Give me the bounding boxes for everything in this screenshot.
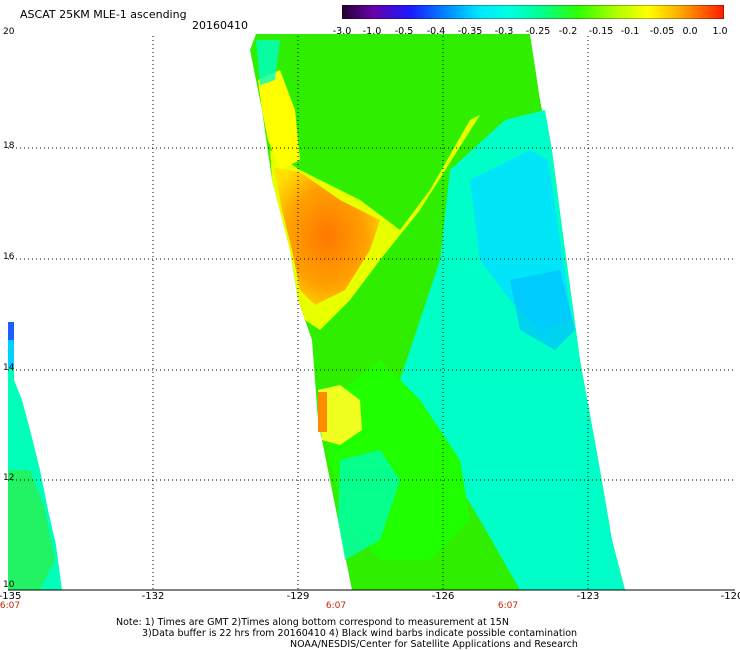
swath-blue-patch [510,270,575,350]
map-title: ASCAT 25KM MLE-1 ascending [20,8,187,21]
lat-label-12: 12 [3,473,15,483]
colorbar-tick: -0.1 [620,26,640,37]
colorbar-tick: -0.2 [558,26,578,37]
colorbar-tick: -0.05 [649,26,675,37]
lat-label-10: 10 [3,580,15,590]
swath-cyan-lower [338,450,400,560]
swath-yellow-top [258,70,300,170]
time-label: 6:07 [0,601,21,611]
colorbar-tick: -1.0 [362,26,382,37]
lon-label: -120 [720,591,740,602]
swath-left-aqua [8,340,14,368]
lat-label-18: 18 [3,141,15,151]
lon-label: -123 [576,591,600,602]
note-line-2: 3)Data buffer is 22 hrs from 20160410 4)… [142,628,578,639]
lat-label-20: 20 [3,27,15,37]
colorbar-tick: 0.0 [682,26,698,37]
time-label: 6:07 [497,601,519,611]
colorbar-tick: 1.0 [712,26,728,37]
map-date: 20160410 [192,19,248,32]
colorbar-tick: -0.35 [457,26,483,37]
colorbar-tick: -0.4 [426,26,446,37]
note-line-1: Note: 1) Times are GMT 2)Times along bot… [116,617,509,628]
swath-orange-strip [318,392,327,432]
lon-label: -132 [141,591,165,602]
lon-label: -129 [286,591,310,602]
colorbar-tick: -0.5 [394,26,414,37]
note-line-3: NOAA/NESDIS/Center for Satellite Applica… [290,639,578,650]
colorbar [342,5,724,19]
swath-yellow-lower [318,385,362,445]
colorbar-tick: -0.25 [525,26,551,37]
swath-left-green [8,470,55,590]
colorbar-tick: -0.3 [494,26,514,37]
lat-label-14: 14 [3,363,15,373]
colorbar-tick: -3.0 [332,26,352,37]
lon-label: -135 [0,591,22,602]
time-label: 6:07 [325,601,347,611]
longitude-gridlines [152,36,589,590]
swath-left-blue [8,322,14,340]
colorbar-tick: -0.15 [588,26,614,37]
wind-speed-map [8,34,735,591]
swath-orange-blob [274,168,380,305]
swath-cyan-top [256,40,280,85]
lon-label: -126 [431,591,455,602]
lat-label-16: 16 [3,252,15,262]
